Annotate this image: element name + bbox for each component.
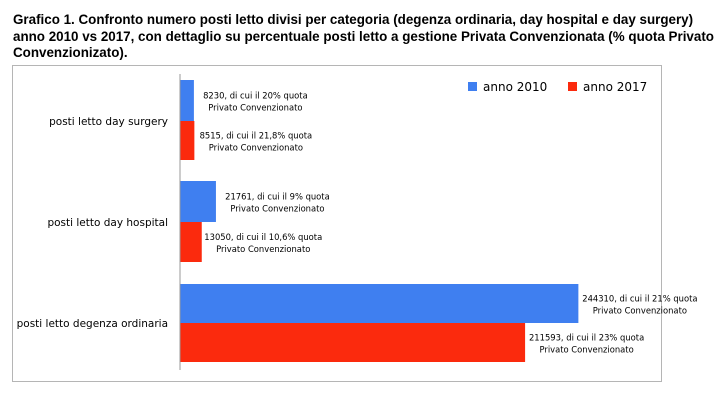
category-label: posti letto day surgery: [49, 116, 168, 128]
data-label: 211593, di cui il 23% quota: [529, 333, 644, 343]
data-label: 8515, di cui il 21,8% quota: [200, 131, 313, 141]
data-label: 8230, di cui il 20% quota: [203, 91, 308, 101]
data-label: Privato Convenzionato: [539, 345, 633, 355]
bar-2010: [180, 80, 194, 121]
data-label: 244310, di cui il 21% quota: [582, 294, 697, 304]
chart-bars: posti letto day surgery 8230, di cui il 2…: [17, 80, 698, 362]
bar-2017: [180, 323, 526, 362]
chart-legend: anno 2010 anno 2017: [468, 80, 647, 94]
data-label: 13050, di cui il 10,6% quota: [204, 232, 322, 242]
data-label: Privato Convenzionato: [208, 103, 302, 113]
bar-2017: [180, 222, 202, 262]
legend-label: anno 2017: [583, 80, 647, 94]
data-label: Privato Convenzionato: [230, 204, 324, 214]
data-label: Privato Convenzionato: [216, 244, 310, 254]
legend-swatch: [468, 82, 477, 91]
category-label: posti letto day hospital: [47, 217, 168, 229]
data-label: Privato Convenzionato: [593, 306, 687, 316]
legend-swatch: [568, 82, 577, 91]
bar-2010: [180, 284, 579, 323]
category-label: posti letto degenza ordinaria: [17, 318, 168, 330]
bar-2017: [180, 121, 195, 160]
bar-2010: [180, 181, 216, 222]
data-label: Privato Convenzionato: [209, 143, 303, 153]
legend-label: anno 2010: [483, 80, 547, 94]
data-label: 21761, di cui il 9% quota: [225, 192, 330, 202]
figure-caption: Grafico 1. Confronto numero posti letto …: [13, 12, 714, 60]
